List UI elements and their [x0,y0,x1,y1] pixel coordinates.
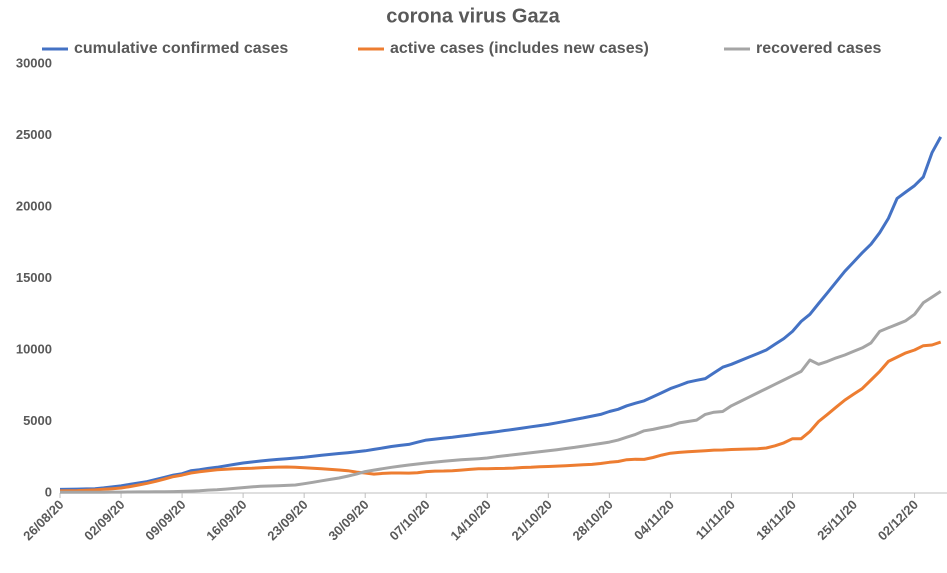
x-tick-label: 26/08/20 [20,497,66,543]
series-line [59,340,942,493]
x-tick-label: 30/09/20 [325,497,371,543]
x-tick-label: 28/10/20 [570,497,616,543]
x-tick-label: 21/10/20 [508,497,554,543]
x-tick-label: 07/10/20 [386,497,432,543]
y-tick-label: 30000 [16,55,52,70]
x-tick-label: 04/11/20 [631,497,677,543]
y-tick-label: 10000 [16,341,52,356]
y-tick-label: 25000 [16,127,52,142]
y-tick-label: 5000 [23,413,52,428]
x-tick-label: 14/10/20 [447,497,493,543]
chart-title: corona virus Gaza [386,5,560,27]
legend-label: recovered cases [756,40,882,57]
series-line [60,290,942,494]
x-tick-label: 18/11/20 [753,497,799,543]
legend-label: cumulative confirmed cases [74,40,288,57]
x-tick-label: 02/12/20 [875,497,921,543]
legend-label: active cases (includes new cases) [390,40,649,57]
x-tick-label: 25/11/20 [814,497,860,543]
y-tick-label: 20000 [16,198,52,213]
y-tick-label: 0 [45,484,52,499]
x-tick-label: 11/11/20 [693,497,738,542]
x-tick-label: 23/09/20 [264,497,310,543]
y-tick-label: 15000 [16,270,52,285]
x-tick-label: 02/09/20 [81,497,127,543]
series-line [59,136,943,491]
x-tick-label: 16/09/20 [203,497,249,543]
x-tick-label: 09/09/20 [142,497,188,543]
